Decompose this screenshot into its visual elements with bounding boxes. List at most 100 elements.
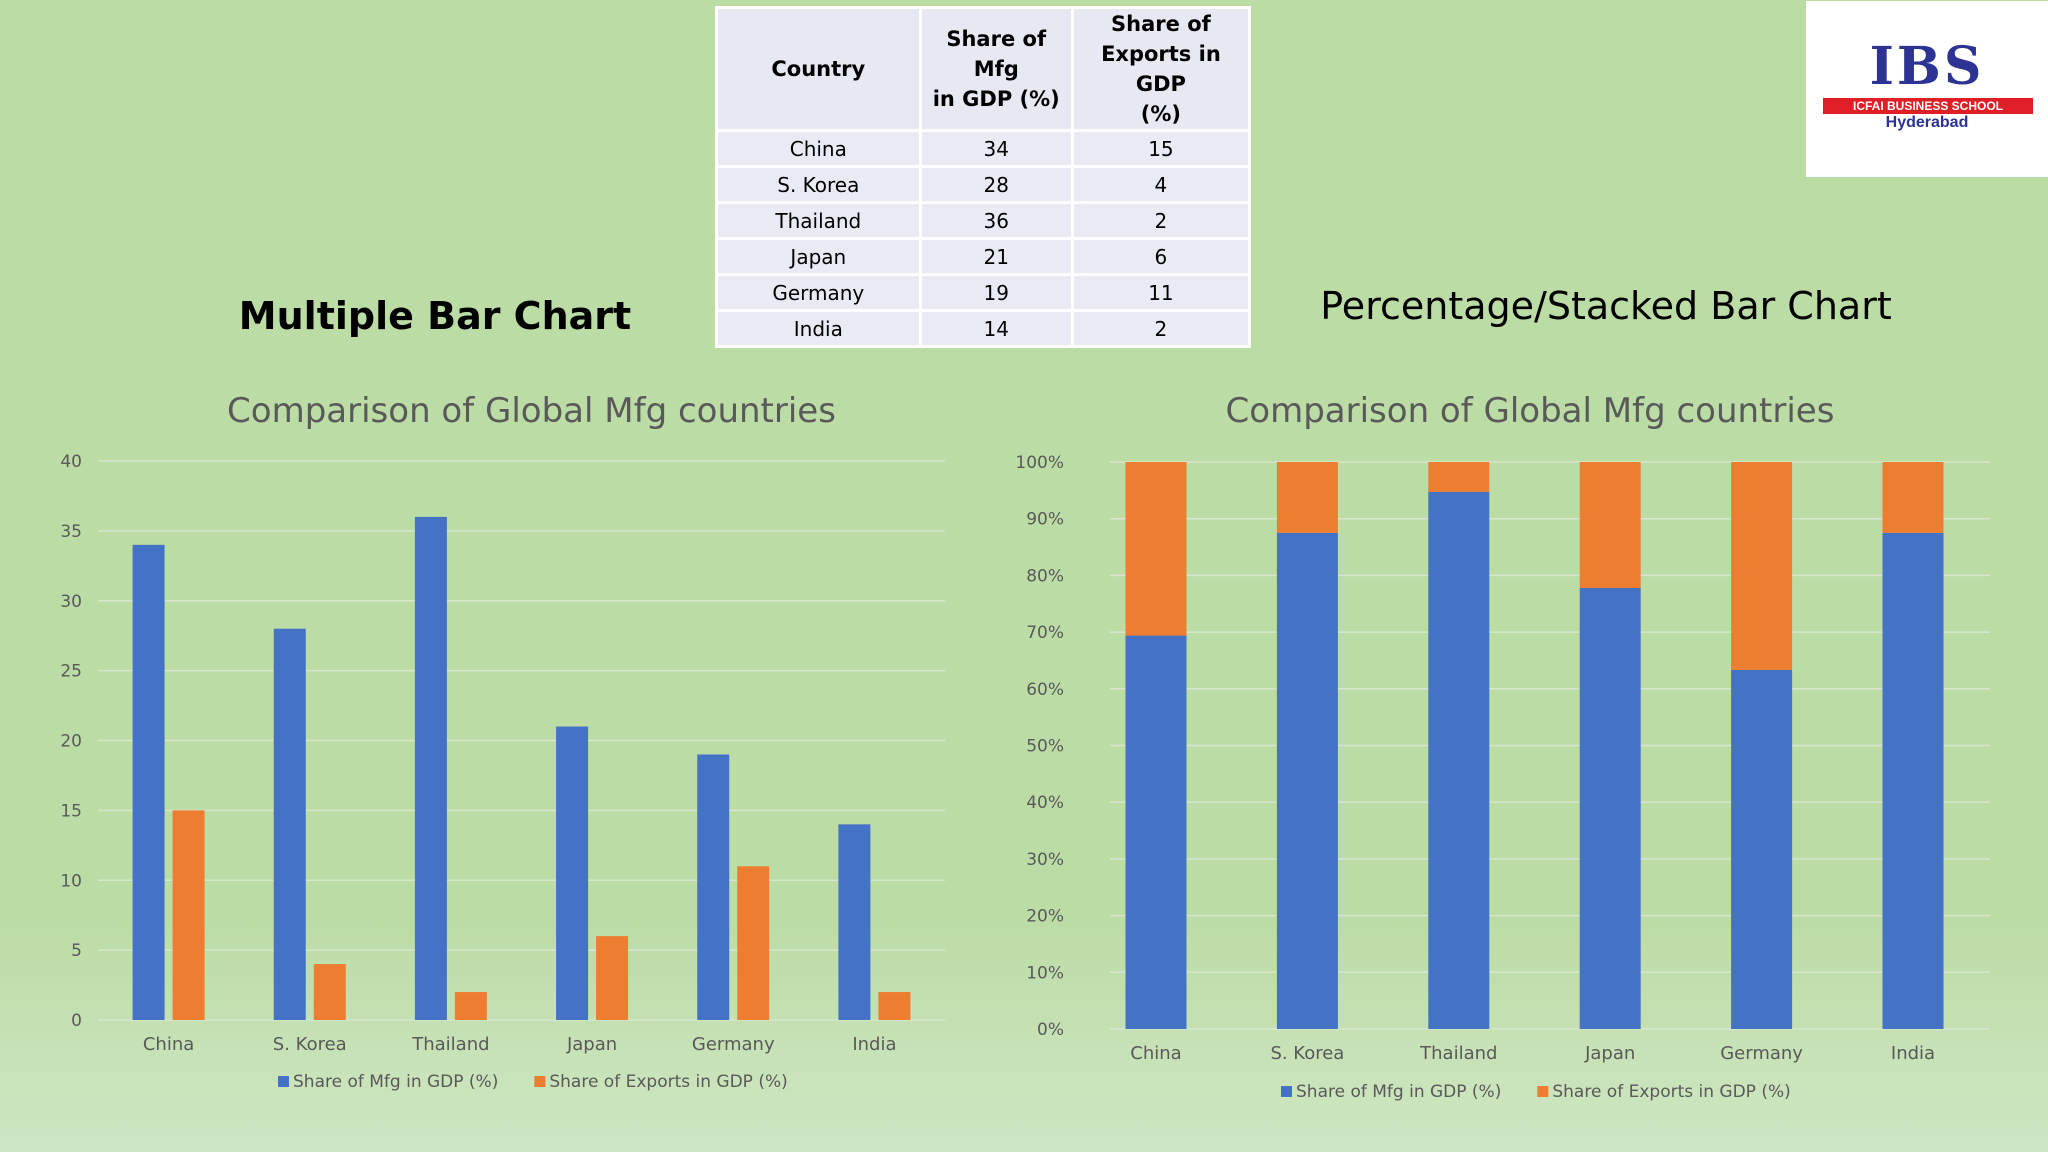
legend-label: Share of Mfg in GDP (%): [293, 1072, 498, 1092]
stacked-bar-mfg: [1428, 491, 1490, 1029]
bar-exports: [737, 866, 770, 1020]
table-cell: 14: [918, 309, 1074, 348]
table-cell: Japan: [715, 237, 922, 276]
bar-mfg: [273, 628, 306, 1020]
table-row: Germany 19 11: [715, 273, 1252, 312]
y-tick-label: 25: [60, 662, 82, 682]
legend-label: Share of Exports in GDP (%): [1552, 1082, 1790, 1102]
table-cell: 21: [918, 237, 1074, 276]
table-cell: S. Korea: [715, 165, 922, 204]
bar-exports: [454, 992, 487, 1020]
stacked-bar-exports: [1882, 462, 1944, 533]
table-cell: 19: [918, 273, 1074, 312]
legend-swatch: [1281, 1086, 1292, 1097]
y-tick-label: 70%: [1026, 623, 1064, 643]
table-row: China 34 15: [715, 129, 1252, 168]
x-tick-label: Germany: [1720, 1043, 1803, 1064]
x-tick-label: China: [143, 1034, 194, 1055]
chart-title: Comparison of Global Mfg countries: [227, 391, 836, 431]
multiple-bar-heading: Multiple Bar Chart: [238, 294, 632, 338]
x-tick-label: China: [1130, 1043, 1181, 1064]
y-tick-label: 0%: [1037, 1020, 1064, 1040]
table-cell: 2: [1070, 201, 1252, 240]
table-cell: China: [715, 129, 922, 168]
data-table: Country Share of Mfg in GDP (%) Share of Exp…: [715, 6, 1252, 348]
logo-wordmark: IBS: [1869, 36, 1985, 97]
bar-exports: [878, 992, 911, 1020]
table-cell: 2: [1070, 309, 1252, 348]
bar-exports: [596, 936, 629, 1020]
y-tick-label: 10%: [1026, 963, 1064, 983]
table-header-0: Country: [715, 6, 922, 132]
table-row: India 14 2: [715, 309, 1252, 348]
stacked-bar-mfg: [1125, 635, 1187, 1029]
x-tick-label: Germany: [692, 1034, 775, 1055]
y-tick-label: 5: [71, 941, 82, 961]
x-tick-label: India: [1891, 1043, 1935, 1064]
stacked-bar-mfg: [1882, 532, 1944, 1029]
y-tick-label: 35: [60, 522, 82, 542]
stacked-bar-exports: [1428, 462, 1490, 492]
table-row: Japan 21 6: [715, 237, 1252, 276]
y-tick-label: 90%: [1026, 510, 1064, 530]
legend-label: Share of Mfg in GDP (%): [1296, 1082, 1501, 1102]
table-header-row: Country Share of Mfg in GDP (%) Share of Exp…: [715, 6, 1252, 132]
bar-mfg: [556, 726, 589, 1020]
table-row: S. Korea 28 4: [715, 165, 1252, 204]
x-tick-label: Thailand: [1419, 1043, 1497, 1064]
legend-swatch: [1537, 1086, 1549, 1097]
x-tick-label: Thailand: [411, 1034, 489, 1055]
multiple-bar-chart: Comparison of Global Mfg countries 0 5 10 15…: [60, 391, 945, 1092]
legend-swatch: [278, 1076, 289, 1087]
stacked-bar-exports: [1731, 462, 1793, 670]
legend-label: Share of Exports in GDP (%): [549, 1072, 787, 1092]
x-tick-label: India: [852, 1034, 896, 1055]
stacked-bar-mfg: [1579, 588, 1641, 1029]
stacked-bar-exports: [1125, 462, 1187, 636]
x-tick-label: Japan: [566, 1034, 617, 1055]
table-cell: 6: [1070, 237, 1252, 276]
y-tick-label: 30%: [1026, 850, 1064, 870]
table-cell: 36: [918, 201, 1074, 240]
chart-title: Comparison of Global Mfg countries: [1226, 391, 1835, 431]
x-tick-label: Japan: [1584, 1043, 1635, 1064]
bar-mfg: [414, 516, 447, 1020]
table-cell: 4: [1070, 165, 1252, 204]
stacked-bar-heading: Percentage/Stacked Bar Chart: [1320, 284, 1892, 328]
x-tick-label: S. Korea: [1270, 1043, 1344, 1064]
table-cell: 15: [1070, 129, 1252, 168]
y-tick-label: 40%: [1026, 793, 1064, 813]
y-tick-label: 40: [60, 452, 82, 472]
y-tick-label: 0: [71, 1011, 82, 1031]
table-cell: 11: [1070, 273, 1252, 312]
y-tick-label: 30: [60, 592, 82, 612]
logo-city: Hyderabad: [1885, 114, 1969, 131]
table-cell: India: [715, 309, 922, 348]
stacked-bar-exports: [1276, 462, 1338, 533]
table-cell: 34: [918, 129, 1074, 168]
bar-mfg: [132, 544, 165, 1020]
y-tick-label: 50%: [1026, 737, 1064, 757]
stacked-bar-exports: [1579, 462, 1641, 588]
y-tick-label: 100%: [1015, 453, 1064, 473]
table-cell: Thailand: [715, 201, 922, 240]
ibs-logo: IBS ICFAI BUSINESS SCHOOL Hyderabad: [1806, 1, 2048, 177]
x-tick-label: S. Korea: [273, 1034, 347, 1055]
y-tick-label: 20%: [1026, 907, 1064, 927]
bar-mfg: [697, 754, 730, 1020]
table-row: Thailand 36 2: [715, 201, 1252, 240]
y-tick-label: 20: [60, 732, 82, 752]
bar-exports: [313, 964, 346, 1020]
table-body: China 34 15 S. Korea 28 4 Thailand 36 2 Japan 21 6 G…: [715, 129, 1252, 348]
logo-band: ICFAI BUSINESS SCHOOL: [1823, 98, 2033, 114]
table-header-1: Share of Mfg in GDP (%): [918, 6, 1074, 132]
bar-exports: [172, 810, 205, 1020]
y-tick-label: 15: [60, 801, 82, 821]
stacked-bar-mfg: [1731, 669, 1793, 1029]
table-cell: 28: [918, 165, 1074, 204]
y-tick-label: 60%: [1026, 680, 1064, 700]
table-cell: Germany: [715, 273, 922, 312]
y-tick-label: 80%: [1026, 566, 1064, 586]
table-header-2: Share of Exports in GDP (%): [1070, 6, 1252, 132]
